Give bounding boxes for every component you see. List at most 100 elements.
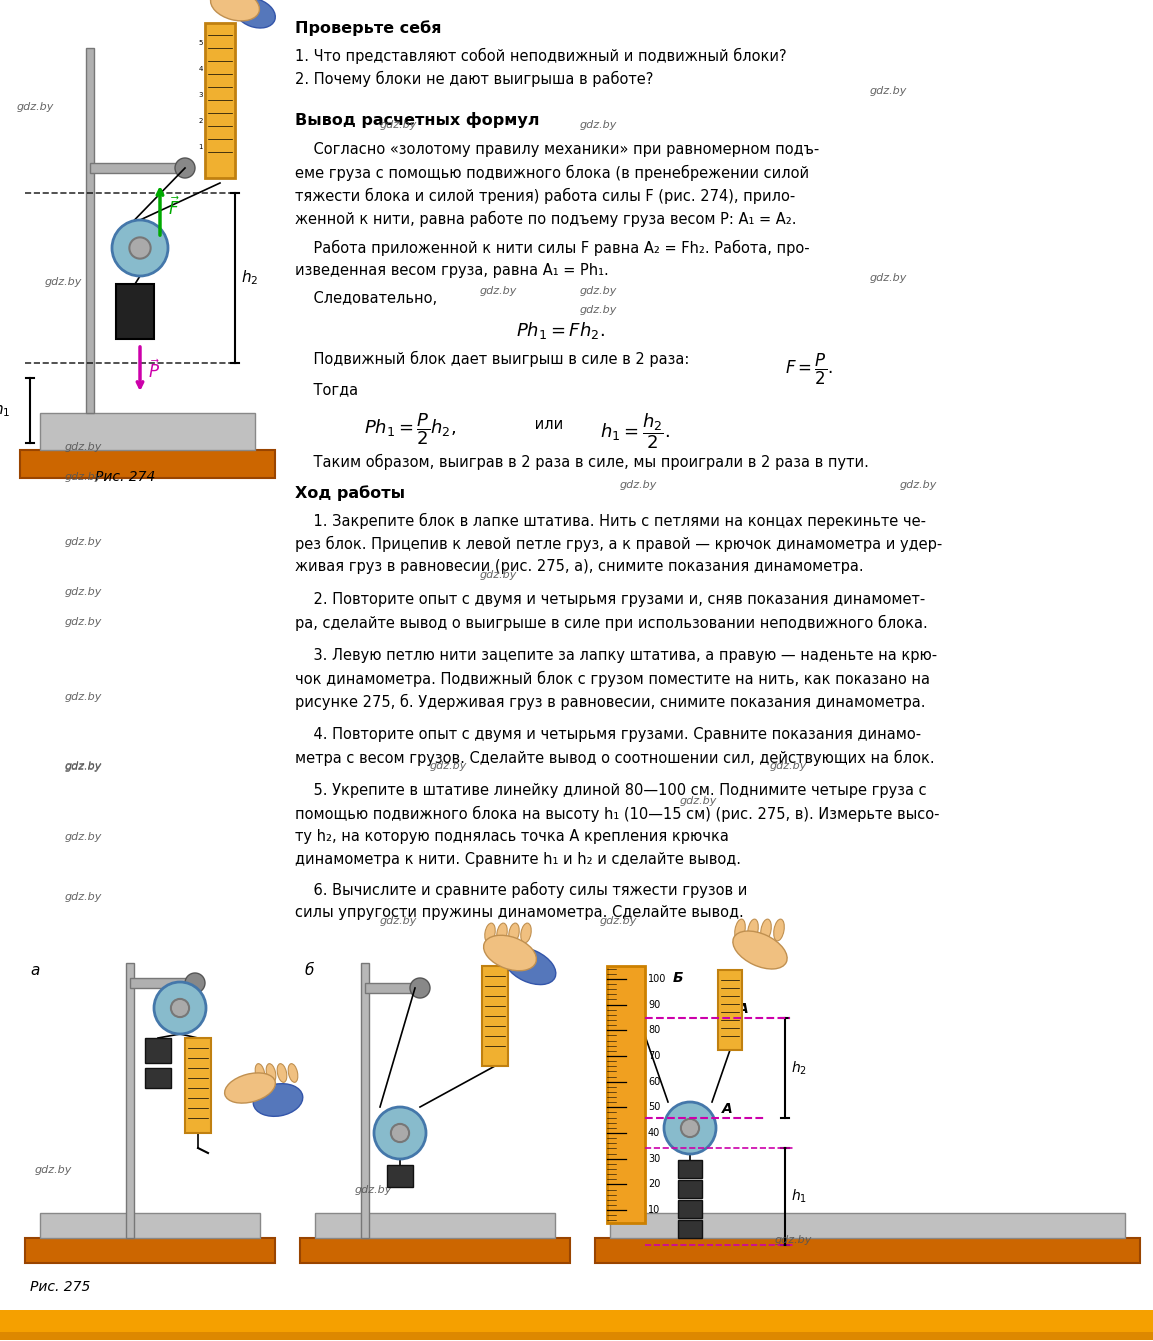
Bar	[20, 451, 276, 477]
Text: $\vec{F}$: $\vec{F}$	[168, 197, 180, 219]
Text: gdz.by: gdz.by	[65, 617, 103, 628]
Ellipse shape	[774, 919, 784, 941]
Text: 40: 40	[648, 1128, 661, 1139]
Circle shape	[410, 978, 430, 998]
Text: gdz.by: gdz.by	[35, 1165, 73, 1175]
Text: 2. Повторите опыт с двумя и четырьмя грузами и, сняв показания динамомет-: 2. Повторите опыт с двумя и четырьмя гру…	[295, 591, 925, 607]
Ellipse shape	[288, 1063, 297, 1082]
Bar	[145, 1067, 171, 1088]
Ellipse shape	[235, 0, 276, 28]
Ellipse shape	[255, 1063, 265, 1082]
Text: $Ph_1 = \dfrac{P}{2}h_2,$: $Ph_1 = \dfrac{P}{2}h_2,$	[363, 410, 457, 447]
Text: 100: 100	[648, 974, 666, 984]
Ellipse shape	[747, 919, 759, 941]
Text: 30: 30	[648, 1153, 661, 1164]
Text: gdz.by: gdz.by	[45, 278, 82, 287]
Text: 2: 2	[198, 118, 203, 123]
Text: gdz.by: gdz.by	[871, 274, 907, 283]
Text: $Ph_1 = Fh_2.$: $Ph_1 = Fh_2.$	[515, 320, 604, 341]
Text: gdz.by: gdz.by	[680, 797, 717, 806]
Text: 10: 10	[648, 1206, 661, 1215]
Bar	[130, 978, 195, 988]
Text: gdz.by: gdz.by	[65, 536, 103, 547]
Text: gdz.by: gdz.by	[65, 892, 103, 902]
Text: gdz.by: gdz.by	[355, 1185, 392, 1195]
Text: $h_2$: $h_2$	[241, 268, 258, 287]
Bar	[25, 1238, 276, 1263]
Text: $h_1$: $h_1$	[791, 1187, 807, 1204]
Bar	[116, 284, 155, 339]
Bar	[678, 1180, 702, 1198]
Text: gdz.by: gdz.by	[65, 587, 103, 597]
Circle shape	[155, 982, 206, 1034]
Text: gdz.by: gdz.by	[775, 1235, 813, 1244]
Bar	[361, 963, 369, 1238]
Text: $F = \dfrac{P}{2}.$: $F = \dfrac{P}{2}.$	[785, 351, 834, 388]
Text: Следовательно,: Следовательно,	[295, 291, 437, 306]
Text: $\vec{P}$: $\vec{P}$	[148, 359, 160, 382]
Text: gdz.by: gdz.by	[65, 692, 103, 701]
Circle shape	[681, 1118, 699, 1137]
Text: gdz.by: gdz.by	[430, 760, 467, 771]
Text: 70: 70	[648, 1051, 661, 1061]
Text: Б: Б	[673, 971, 684, 986]
Text: 4: 4	[198, 66, 203, 72]
Bar	[0, 1332, 1153, 1340]
Text: а: а	[30, 963, 39, 978]
Bar	[184, 1038, 211, 1133]
Circle shape	[664, 1102, 716, 1155]
Bar	[678, 1220, 702, 1238]
Text: gdz.by: gdz.by	[480, 286, 518, 296]
Ellipse shape	[733, 931, 787, 970]
Text: gdz.by: gdz.by	[65, 760, 103, 771]
Text: gdz.by: gdz.by	[770, 760, 807, 771]
Text: Вывод расчетных формул: Вывод расчетных формул	[295, 113, 540, 127]
Text: 1: 1	[198, 143, 203, 150]
Text: чок динамометра. Подвижный блок с грузом поместите на нить, как показано на: чок динамометра. Подвижный блок с грузом…	[295, 670, 930, 687]
Text: Рис. 274: Рис. 274	[95, 469, 156, 484]
Ellipse shape	[483, 935, 536, 971]
Text: Рис. 275: Рис. 275	[30, 1281, 90, 1294]
Circle shape	[391, 1124, 409, 1143]
Ellipse shape	[254, 1084, 303, 1116]
Bar	[40, 1214, 259, 1238]
Text: Таким образом, выиграв в 2 раза в силе, мы проиграли в 2 раза в пути.: Таким образом, выиграв в 2 раза в силе, …	[295, 455, 869, 471]
Circle shape	[374, 1108, 425, 1159]
Bar	[315, 1214, 555, 1238]
Circle shape	[171, 999, 189, 1016]
Text: gdz.by: gdz.by	[580, 304, 617, 315]
Bar	[86, 48, 95, 413]
Text: Проверьте себя: Проверьте себя	[295, 20, 442, 36]
Text: gdz.by: gdz.by	[600, 916, 638, 927]
Text: еме груза с помощью подвижного блока (в пренебрежении силой: еме груза с помощью подвижного блока (в …	[295, 165, 809, 181]
Text: gdz.by: gdz.by	[480, 570, 518, 581]
Text: 20: 20	[648, 1180, 661, 1189]
Bar	[718, 970, 743, 1050]
Bar	[300, 1238, 570, 1263]
Text: 3. Левую петлю нити зацепите за лапку штатива, а правую — наденьте на крю-: 3. Левую петлю нити зацепите за лапку шт…	[295, 648, 937, 662]
Text: A: A	[722, 1102, 733, 1116]
Text: рез блок. Прицепив к левой петле груз, а к правой — крючок динамометра и удер-: рез блок. Прицепив к левой петле груз, а…	[295, 536, 942, 552]
Text: 4. Повторите опыт с двумя и четырьмя грузами. Сравните показания динамо-: 4. Повторите опыт с двумя и четырьмя гру…	[295, 727, 921, 742]
Text: 6. Вычислите и сравните работу силы тяжести грузов и: 6. Вычислите и сравните работу силы тяже…	[295, 882, 747, 898]
Text: gdz.by: gdz.by	[65, 443, 103, 452]
Bar	[40, 413, 255, 451]
Circle shape	[184, 974, 205, 992]
Text: gdz.by: gdz.by	[871, 86, 907, 97]
Bar	[366, 983, 420, 992]
Ellipse shape	[497, 923, 507, 943]
Text: динамометра к нити. Сравните h₁ и h₂ и сделайте вывод.: динамометра к нити. Сравните h₁ и h₂ и с…	[295, 852, 741, 868]
Text: ра, сделайте вывод о выигрыше в силе при использовании неподвижного блока.: ра, сделайте вывод о выигрыше в силе при…	[295, 616, 928, 632]
Text: Согласно «золотому правилу механики» при равномерном подъ-: Согласно «золотому правилу механики» при…	[295, 142, 820, 157]
Text: gdz.by: gdz.by	[620, 480, 657, 489]
Text: 50: 50	[648, 1102, 661, 1112]
Text: 1. Закрепите блок в лапке штатива. Нить с петлями на концах перекиньте че-: 1. Закрепите блок в лапке штатива. Нить …	[295, 514, 926, 530]
Text: женной к нити, равна работе по подъему груза весом P: A₁ = A₂.: женной к нити, равна работе по подъему г…	[295, 211, 797, 227]
Text: gdz.by: gdz.by	[65, 831, 103, 842]
Text: A: A	[738, 1002, 748, 1016]
Text: gdz.by: gdz.by	[580, 119, 617, 130]
Text: рисунке 275, б. Удерживая груз в равновесии, снимите показания динамометра.: рисунке 275, б. Удерживая груз в равнове…	[295, 695, 926, 711]
Text: Тогда: Тогда	[295, 382, 359, 397]
Text: $h_1 = \dfrac{h_2}{2}.$: $h_1 = \dfrac{h_2}{2}.$	[600, 410, 670, 451]
Ellipse shape	[277, 1063, 287, 1082]
